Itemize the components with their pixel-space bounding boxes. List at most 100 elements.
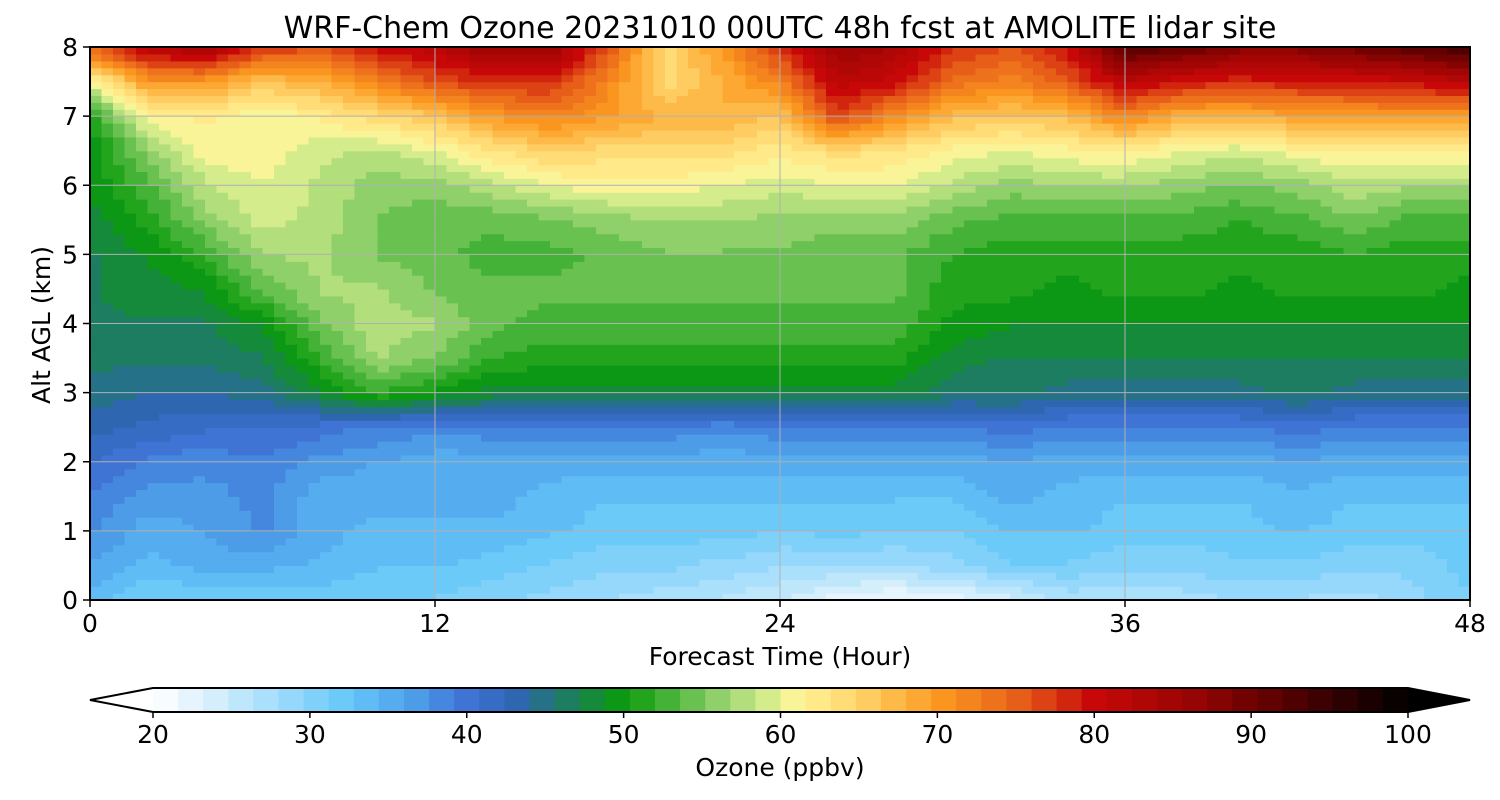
ozone-cell bbox=[619, 185, 632, 193]
ozone-cell bbox=[458, 316, 471, 325]
ozone-cell bbox=[377, 447, 390, 456]
ozone-cell bbox=[308, 406, 321, 414]
ozone-cell bbox=[688, 60, 701, 69]
ozone-cell bbox=[780, 441, 793, 449]
ozone-cell bbox=[182, 60, 195, 69]
ozone-cell bbox=[297, 565, 310, 573]
ozone-cell bbox=[228, 586, 241, 594]
ozone-cell bbox=[297, 406, 310, 414]
ozone-cell bbox=[113, 406, 126, 414]
ozone-cell bbox=[492, 392, 505, 401]
ozone-cell bbox=[101, 178, 114, 186]
ozone-cell bbox=[630, 233, 643, 242]
ozone-cell bbox=[182, 385, 195, 394]
ozone-cell bbox=[676, 413, 689, 421]
ozone-cell bbox=[308, 530, 321, 539]
ozone-cell bbox=[791, 47, 804, 55]
ozone-cell bbox=[596, 282, 609, 290]
ozone-cell bbox=[400, 323, 413, 332]
ozone-cell bbox=[492, 226, 505, 235]
ozone-cell bbox=[561, 337, 574, 345]
ozone-cell bbox=[124, 482, 137, 490]
ozone-cell bbox=[251, 503, 264, 511]
ozone-cell bbox=[538, 95, 551, 103]
ozone-cell bbox=[780, 288, 793, 297]
ozone-cell bbox=[412, 364, 425, 373]
ozone-cell bbox=[711, 510, 724, 518]
ozone-cell bbox=[251, 60, 264, 69]
ozone-cell bbox=[803, 579, 816, 587]
ozone-cell bbox=[538, 551, 551, 560]
ozone-cell bbox=[504, 74, 517, 83]
ozone-cell bbox=[251, 233, 264, 242]
ozone-cell bbox=[653, 157, 666, 166]
ozone-cell bbox=[596, 102, 609, 110]
ozone-cell bbox=[550, 47, 563, 55]
ozone-cell bbox=[768, 282, 781, 290]
ozone-cell bbox=[285, 337, 298, 345]
ozone-cell bbox=[182, 565, 195, 573]
ozone-cell bbox=[124, 551, 137, 560]
ozone-cell bbox=[228, 427, 241, 435]
ozone-cell bbox=[113, 143, 126, 152]
ozone-cell bbox=[607, 358, 620, 366]
ozone-cell bbox=[745, 136, 758, 145]
ozone-cell bbox=[389, 178, 402, 186]
ozone-cell bbox=[550, 171, 563, 179]
ozone-cell bbox=[458, 330, 471, 338]
ozone-cell bbox=[193, 95, 206, 103]
ozone-cell bbox=[216, 385, 229, 394]
ozone-cell bbox=[561, 81, 574, 90]
ozone-cell bbox=[619, 371, 632, 380]
ozone-cell bbox=[377, 406, 390, 414]
ozone-cell bbox=[768, 593, 781, 601]
ozone-cell bbox=[630, 53, 643, 62]
ozone-cell bbox=[343, 109, 356, 117]
ozone-cell bbox=[320, 95, 333, 103]
ozone-cell bbox=[228, 316, 241, 325]
ozone-cell bbox=[780, 116, 793, 124]
ozone-cell bbox=[619, 302, 632, 311]
ozone-cell bbox=[711, 247, 724, 255]
ozone-cell bbox=[527, 295, 540, 304]
ozone-cell bbox=[734, 268, 747, 276]
ozone-cell bbox=[642, 496, 655, 504]
ozone-cell bbox=[757, 593, 770, 601]
ozone-cell bbox=[688, 129, 701, 138]
ozone-cell bbox=[285, 468, 298, 477]
ozone-cell bbox=[550, 579, 563, 587]
ozone-cell bbox=[711, 136, 724, 145]
ozone-cell bbox=[193, 136, 206, 145]
ozone-cell bbox=[354, 593, 367, 601]
ozone-cell bbox=[642, 254, 655, 262]
ozone-cell bbox=[412, 351, 425, 359]
ozone-cell bbox=[642, 323, 655, 332]
ozone-cell bbox=[561, 288, 574, 297]
ozone-cell bbox=[343, 67, 356, 76]
ozone-cell bbox=[688, 586, 701, 594]
ozone-cell bbox=[400, 81, 413, 90]
ozone-cell bbox=[757, 205, 770, 214]
ozone-cell bbox=[308, 427, 321, 435]
ozone-cell bbox=[193, 537, 206, 546]
ozone-cell bbox=[619, 95, 632, 103]
ozone-cell bbox=[193, 288, 206, 297]
ozone-cell bbox=[757, 392, 770, 401]
ozone-cell bbox=[170, 565, 183, 573]
ozone-cell bbox=[630, 475, 643, 484]
ozone-cell bbox=[297, 116, 310, 124]
ozone-cell bbox=[182, 67, 195, 76]
ozone-cell bbox=[573, 233, 586, 242]
ozone-cell bbox=[400, 475, 413, 484]
ozone-cell bbox=[400, 523, 413, 532]
ozone-cell bbox=[251, 212, 264, 221]
ozone-cell bbox=[423, 489, 436, 497]
ozone-cell bbox=[584, 226, 597, 235]
ozone-cell bbox=[320, 247, 333, 255]
ozone-cell bbox=[469, 109, 482, 117]
ozone-cell bbox=[239, 302, 252, 311]
ozone-cell bbox=[619, 323, 632, 332]
ozone-cell bbox=[193, 192, 206, 200]
ozone-cell bbox=[711, 199, 724, 207]
ozone-cell bbox=[423, 309, 436, 318]
